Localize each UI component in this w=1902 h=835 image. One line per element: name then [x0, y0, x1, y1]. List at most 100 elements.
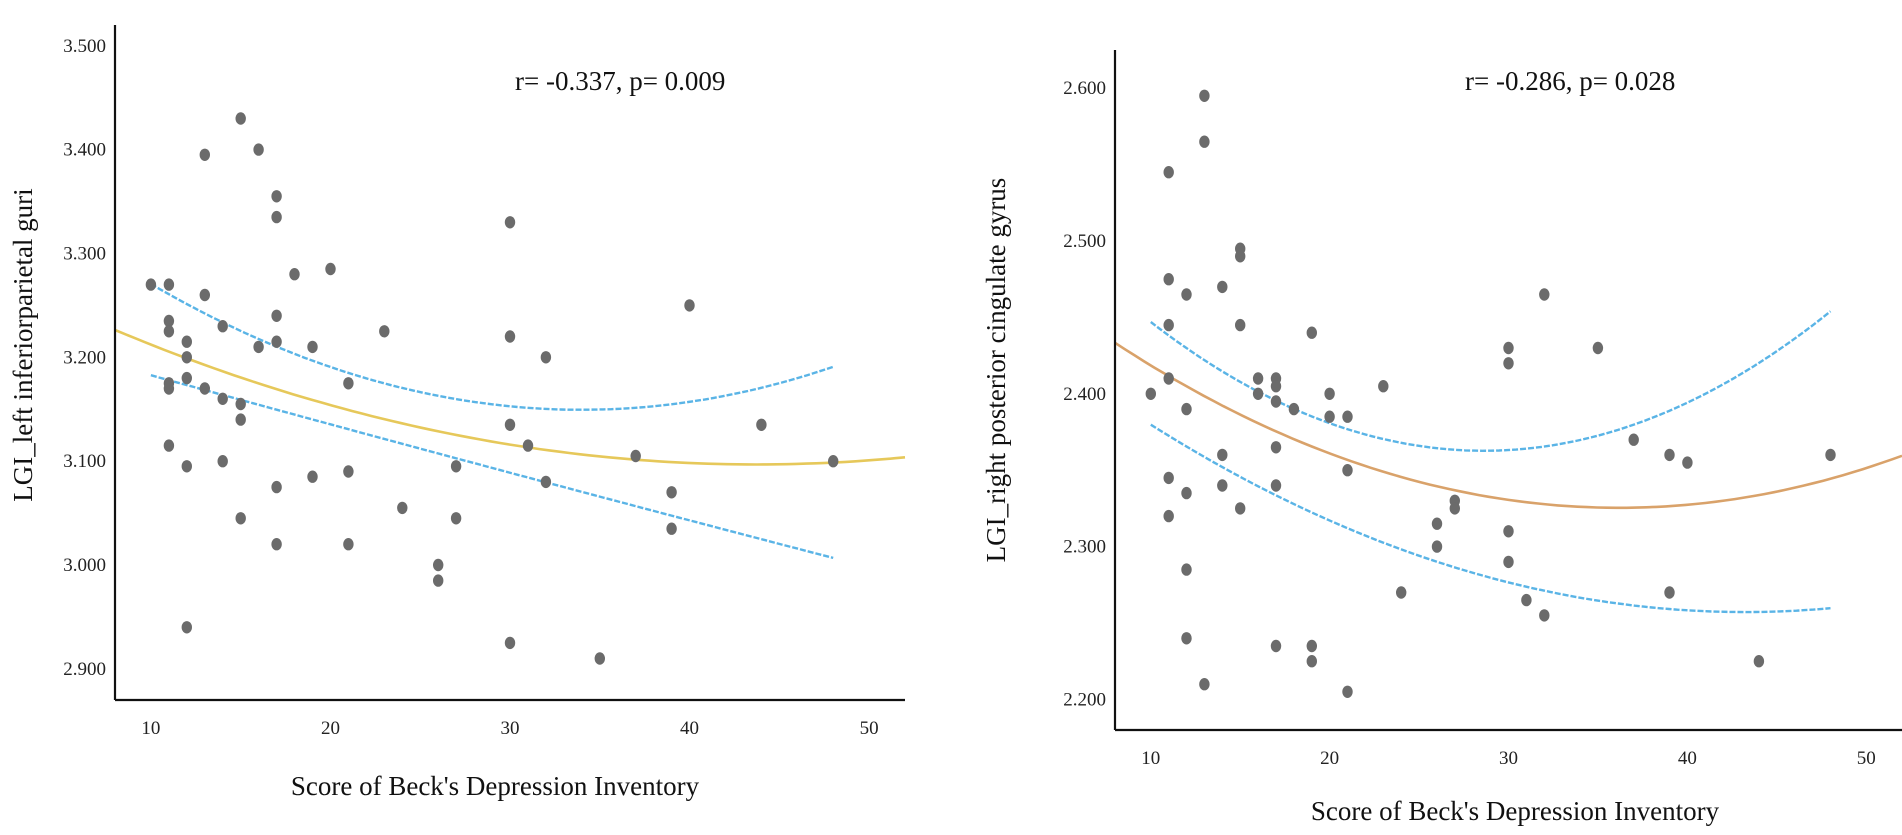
right-data-point — [1217, 479, 1228, 492]
right-data-point — [1163, 372, 1174, 385]
right-confidence-band — [1150, 310, 1832, 614]
right-data-point — [1181, 486, 1192, 500]
left-y-tick-label: 2.900 — [63, 659, 106, 680]
left-data-point — [504, 216, 516, 229]
left-y-tick-label: 3.100 — [63, 451, 106, 472]
left-data-point — [594, 652, 605, 665]
right-data-point — [1378, 380, 1389, 393]
right-data-point — [1163, 318, 1174, 332]
right-data-point — [1163, 509, 1174, 523]
left-x-tick-label: 40 — [680, 718, 699, 739]
left-x-tick-label: 10 — [141, 718, 160, 739]
left-y-tick-label: 3.400 — [63, 140, 106, 161]
left-data-point — [343, 538, 354, 551]
right-data-point — [1628, 433, 1639, 446]
right-y-ticks: 2.200 2.300 2.400 2.500 2.600 — [1063, 78, 1106, 710]
left-data-point — [433, 558, 444, 572]
left-data-point — [271, 190, 282, 203]
right-y-tick-label: 2.600 — [1063, 78, 1106, 99]
right-data-point — [1342, 410, 1353, 423]
left-data-point — [289, 268, 300, 281]
right-data-point — [1306, 655, 1318, 668]
left-x-axis-title: Score of Beck's Depression Inventory — [291, 771, 700, 801]
right-x-tick-label: 20 — [1320, 748, 1339, 769]
left-data-points — [145, 112, 839, 665]
left-x-tick-label: 50 — [860, 718, 879, 739]
right-data-point — [1163, 273, 1174, 286]
left-fit-curve — [114, 328, 906, 466]
right-data-point — [1503, 555, 1514, 569]
left-data-point — [145, 278, 157, 291]
left-data-point — [540, 475, 552, 489]
left-data-point — [343, 465, 354, 478]
left-data-point — [163, 382, 175, 395]
left-data-point — [199, 288, 210, 302]
right-data-point — [1503, 357, 1514, 370]
left-y-tick-label: 3.200 — [63, 347, 106, 368]
left-data-point — [450, 460, 462, 473]
right-x-tick-label: 40 — [1678, 748, 1697, 769]
right-data-point — [1503, 525, 1514, 538]
right-data-point — [1664, 448, 1675, 462]
left-data-point — [235, 397, 246, 411]
right-y-axis-title: LGI_right posterior cingulate gyrus — [981, 178, 1011, 563]
left-data-point — [307, 470, 318, 483]
left-y-tick-label: 3.300 — [63, 243, 106, 264]
left-ci-lower-curve — [150, 374, 834, 560]
left-data-point — [504, 418, 516, 431]
left-data-point — [253, 340, 264, 354]
left-data-point — [235, 112, 246, 125]
left-data-point — [181, 371, 192, 385]
right-correlation-annotation: r= -0.286, p= 0.028 — [1465, 66, 1675, 96]
right-data-point — [1252, 387, 1264, 400]
left-data-point — [271, 538, 282, 551]
left-data-point — [540, 351, 552, 364]
left-data-point — [504, 636, 516, 650]
left-data-point — [397, 501, 408, 515]
left-data-point — [217, 455, 228, 468]
right-data-point — [1199, 678, 1210, 691]
right-data-point — [1396, 586, 1407, 599]
right-data-point — [1449, 502, 1461, 515]
left-data-point — [235, 512, 246, 525]
right-data-point — [1825, 448, 1836, 462]
right-y-tick-label: 2.400 — [1063, 384, 1106, 405]
left-y-tick-label: 3.000 — [63, 555, 106, 576]
right-x-tick-label: 50 — [1857, 748, 1876, 769]
right-data-point — [1753, 655, 1765, 668]
left-x-tick-label: 20 — [321, 718, 340, 739]
left-data-point — [235, 413, 246, 426]
right-data-point — [1217, 280, 1228, 294]
right-scatter-chart: 2.200 2.300 2.400 2.500 2.600 10 20 30 40 50 r= … — [981, 50, 1902, 826]
left-y-tick-label: 3.500 — [63, 36, 106, 57]
right-data-point — [1199, 135, 1210, 148]
left-correlation-annotation: r= -0.337, p= 0.009 — [515, 66, 725, 96]
right-data-point — [1431, 517, 1443, 530]
right-data-point — [1306, 326, 1318, 339]
left-data-point — [271, 480, 282, 494]
left-data-point — [217, 392, 228, 405]
left-data-point — [163, 314, 175, 328]
left-data-point — [504, 330, 516, 343]
right-data-point — [1181, 402, 1192, 416]
left-data-point — [307, 340, 318, 354]
right-ci-upper-curve — [1150, 310, 1832, 453]
right-data-point — [1199, 89, 1210, 103]
right-data-point — [1682, 456, 1693, 469]
right-x-tick-label: 30 — [1499, 748, 1518, 769]
left-ci-upper-curve — [150, 282, 834, 411]
left-data-point — [217, 320, 228, 333]
left-data-point — [666, 486, 677, 499]
right-data-point — [1324, 387, 1335, 400]
left-data-point — [181, 621, 192, 634]
left-data-point — [199, 382, 210, 395]
left-data-point — [199, 148, 210, 161]
left-y-ticks: 2.900 3.000 3.100 3.200 3.300 3.400 3.500 — [63, 36, 106, 680]
right-data-point — [1539, 288, 1550, 301]
left-data-point — [163, 278, 175, 291]
left-confidence-band — [150, 282, 834, 560]
right-data-point — [1270, 479, 1282, 492]
right-data-point — [1235, 250, 1246, 263]
left-data-point — [756, 418, 767, 431]
left-fit-curve-group — [114, 328, 906, 466]
